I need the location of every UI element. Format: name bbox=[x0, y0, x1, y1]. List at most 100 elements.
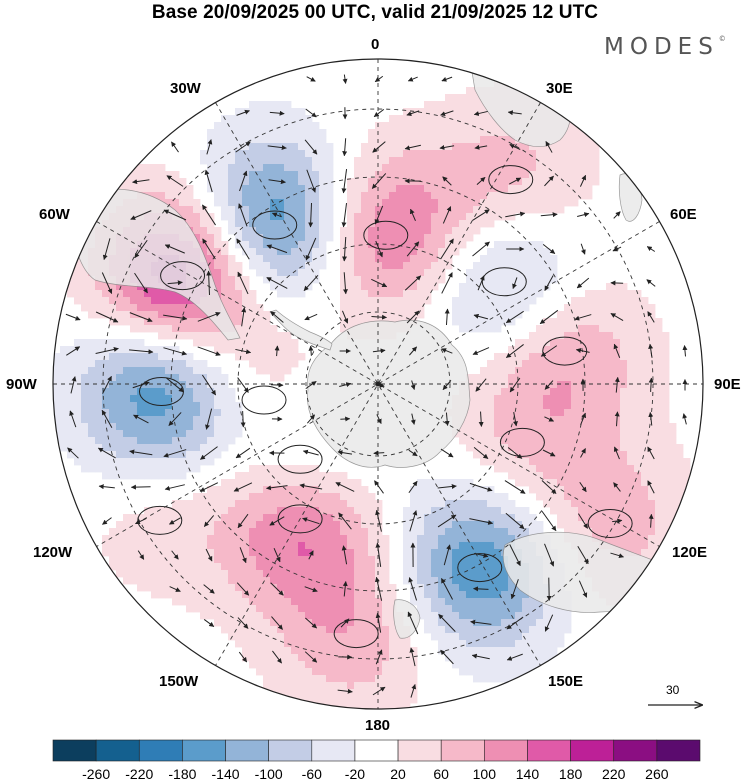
anomaly-cell bbox=[340, 234, 348, 242]
anomaly-cell bbox=[459, 129, 467, 137]
anomaly-cell bbox=[487, 136, 495, 144]
anomaly-cell bbox=[326, 689, 334, 697]
anomaly-cell bbox=[284, 507, 292, 515]
anomaly-cell bbox=[193, 206, 201, 214]
anomaly-cell bbox=[662, 416, 670, 424]
anomaly-cell bbox=[634, 507, 642, 515]
anomaly-cell bbox=[207, 171, 215, 179]
anomaly-cell bbox=[137, 563, 145, 571]
anomaly-cell bbox=[459, 171, 467, 179]
anomaly-cell bbox=[284, 262, 292, 270]
anomaly-cell bbox=[158, 409, 166, 417]
anomaly-cell bbox=[165, 563, 173, 571]
anomaly-cell bbox=[95, 388, 103, 396]
anomaly-cell bbox=[494, 290, 502, 298]
anomaly-cell bbox=[354, 234, 362, 242]
anomaly-cell bbox=[473, 262, 481, 270]
anomaly-cell bbox=[109, 563, 117, 571]
anomaly-cell bbox=[270, 171, 278, 179]
anomaly-cell bbox=[515, 157, 523, 165]
anomaly-cell bbox=[291, 185, 299, 193]
anomaly-cell bbox=[326, 675, 334, 683]
anomaly-cell bbox=[102, 192, 110, 200]
anomaly-cell bbox=[228, 479, 236, 487]
anomaly-cell bbox=[165, 185, 173, 193]
anomaly-cell bbox=[319, 136, 327, 144]
anomaly-cell bbox=[172, 542, 180, 550]
anomaly-cell bbox=[578, 157, 586, 165]
anomaly-cell bbox=[424, 521, 432, 529]
anomaly-cell bbox=[151, 542, 159, 550]
anomaly-cell bbox=[508, 374, 516, 382]
anomaly-cell bbox=[277, 549, 285, 557]
anomaly-cell bbox=[312, 668, 320, 676]
anomaly-cell bbox=[501, 661, 509, 669]
wind-vector bbox=[269, 110, 285, 116]
anomaly-cell bbox=[144, 178, 152, 186]
anomaly-cell bbox=[228, 507, 236, 515]
anomaly-cell bbox=[172, 171, 180, 179]
anomaly-cell bbox=[459, 549, 467, 557]
wind-vector bbox=[682, 345, 688, 357]
anomaly-cell bbox=[340, 248, 348, 256]
anomaly-cell bbox=[445, 94, 453, 102]
anomaly-cell bbox=[620, 472, 628, 480]
anomaly-cell bbox=[235, 626, 243, 634]
anomaly-cell bbox=[340, 675, 348, 683]
anomaly-cell bbox=[256, 157, 264, 165]
anomaly-cell bbox=[270, 346, 278, 354]
anomaly-cell bbox=[88, 388, 96, 396]
anomaly-cell bbox=[102, 444, 110, 452]
anomaly-cell bbox=[277, 647, 285, 655]
anomaly-cell bbox=[116, 409, 124, 417]
wind-vector bbox=[237, 271, 249, 295]
anomaly-cell bbox=[312, 556, 320, 564]
anomaly-cell bbox=[585, 388, 593, 396]
anomaly-cell bbox=[305, 598, 313, 606]
anomaly-cell bbox=[480, 199, 488, 207]
anomaly-cell bbox=[585, 374, 593, 382]
anomaly-cell bbox=[410, 591, 418, 599]
wind-vector bbox=[442, 380, 452, 391]
anomaly-cell bbox=[543, 276, 551, 284]
anomaly-cell bbox=[333, 584, 341, 592]
anomaly-cell bbox=[298, 682, 306, 690]
anomaly-cell bbox=[291, 465, 299, 473]
anomaly-cell bbox=[452, 227, 460, 235]
anomaly-cell bbox=[235, 542, 243, 550]
anomaly-cell bbox=[95, 416, 103, 424]
anomaly-cell bbox=[326, 654, 334, 662]
anomaly-cell bbox=[74, 388, 82, 396]
anomaly-cell bbox=[361, 318, 369, 326]
anomaly-cell bbox=[382, 535, 390, 543]
anomaly-cell bbox=[333, 577, 341, 585]
anomaly-cell bbox=[235, 283, 243, 291]
anomaly-cell bbox=[228, 584, 236, 592]
anomaly-cell bbox=[634, 311, 642, 319]
anomaly-cell bbox=[655, 374, 663, 382]
wind-vector bbox=[505, 310, 524, 324]
anomaly-cell bbox=[459, 514, 467, 522]
anomaly-cell bbox=[291, 353, 299, 361]
anomaly-cell bbox=[508, 675, 516, 683]
anomaly-cell bbox=[284, 605, 292, 613]
anomaly-cell bbox=[368, 514, 376, 522]
anomaly-cell bbox=[536, 654, 544, 662]
anomaly-cell bbox=[487, 402, 495, 410]
anomaly-cell bbox=[235, 304, 243, 312]
anomaly-cell bbox=[592, 332, 600, 340]
anomaly-cell bbox=[263, 122, 271, 130]
anomaly-cell bbox=[599, 451, 607, 459]
wind-vector bbox=[540, 212, 558, 218]
anomaly-cell bbox=[263, 507, 271, 515]
anomaly-cell bbox=[277, 465, 285, 473]
anomaly-cell bbox=[214, 269, 222, 277]
anomaly-cell bbox=[347, 647, 355, 655]
anomaly-cell bbox=[634, 437, 642, 445]
anomaly-cell bbox=[536, 332, 544, 340]
anomaly-cell bbox=[284, 115, 292, 123]
anomaly-cell bbox=[144, 563, 152, 571]
anomaly-cell bbox=[347, 535, 355, 543]
anomaly-cell bbox=[214, 192, 222, 200]
anomaly-cell bbox=[417, 486, 425, 494]
